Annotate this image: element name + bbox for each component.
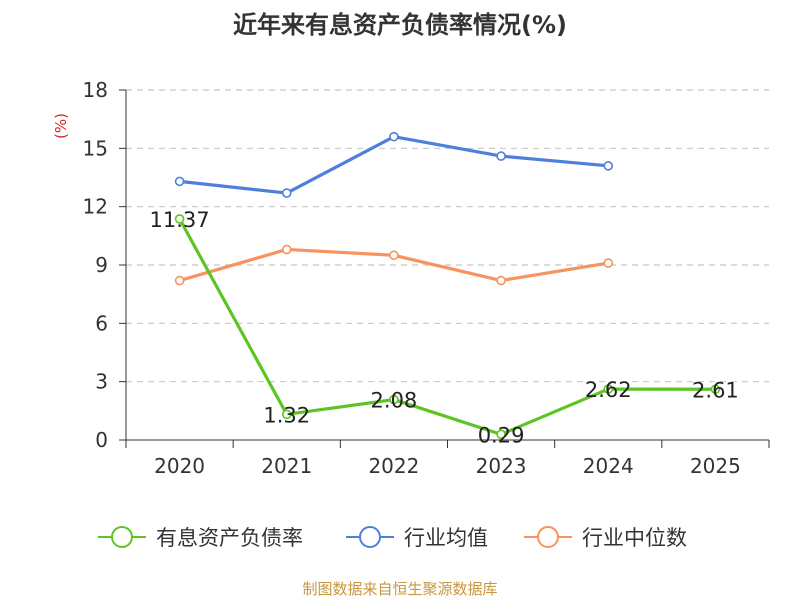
legend-marker [111,526,133,548]
data-point [281,188,292,198]
series-1 [174,131,614,198]
data-point [281,244,292,255]
y-tick-label: 12 [83,195,108,219]
legend-item-2: 行业中位数 [524,526,687,550]
data-point [174,214,185,224]
data-label: 2.08 [371,389,418,413]
data-point [174,275,185,286]
legend-label: 有息资产负债率 [156,526,303,550]
y-axis-unit: (%) [52,113,70,139]
y-tick-label: 9 [95,253,108,277]
legend-label: 行业均值 [404,526,488,550]
x-tick-label: 2022 [368,454,419,478]
data-point [389,250,399,261]
series-line [177,217,718,436]
series-0 [174,214,721,440]
data-point [281,409,292,420]
data-point [603,384,614,394]
axes: 0 3 6 9 12 15 18 2020 2021 2022 2023 2024 2025 [83,78,770,478]
legend-marker [359,526,381,548]
x-tick-label: 2025 [690,454,741,478]
data-label: 1.32 [263,403,310,427]
data-label: 2.61 [692,378,739,402]
chart-title: 近年来有息资产负债率情况(%) [233,11,567,39]
data-label: 0.29 [478,423,525,447]
data-label: 11.37 [150,208,210,232]
series-2 [174,244,614,286]
legend: 有息资产负债率 行业均值 行业中位数 [98,526,687,550]
x-tick-label: 2024 [583,454,634,478]
series-layer [174,131,721,440]
grid-lines [126,89,769,383]
data-point [496,275,506,286]
data-labels: 11.37 1.32 2.08 0.29 2.62 2.61 [150,208,739,447]
legend-label: 行业中位数 [582,526,687,550]
data-point [389,131,399,142]
legend-item-1: 行业均值 [346,526,488,550]
y-tick-label: 6 [95,311,108,335]
y-tick-label: 15 [83,136,108,160]
data-label: 2.62 [585,378,632,402]
x-tick-label: 2023 [476,454,527,478]
legend-item-0: 有息资产负债率 [98,526,303,550]
source-note: 制图数据来自恒生聚源数据库 [302,580,497,598]
data-point [174,176,185,187]
x-tick-label: 2021 [261,454,312,478]
series-line [177,135,610,195]
data-point [603,161,614,171]
data-point [496,151,506,161]
data-point [496,429,506,440]
data-point [603,258,614,268]
x-tick-label: 2020 [154,454,205,478]
legend-marker [537,526,559,548]
y-tick-label: 0 [95,428,108,452]
y-tick-label: 18 [83,78,108,102]
data-point [710,384,721,395]
data-point [389,394,399,405]
y-tick-label: 3 [95,370,108,394]
